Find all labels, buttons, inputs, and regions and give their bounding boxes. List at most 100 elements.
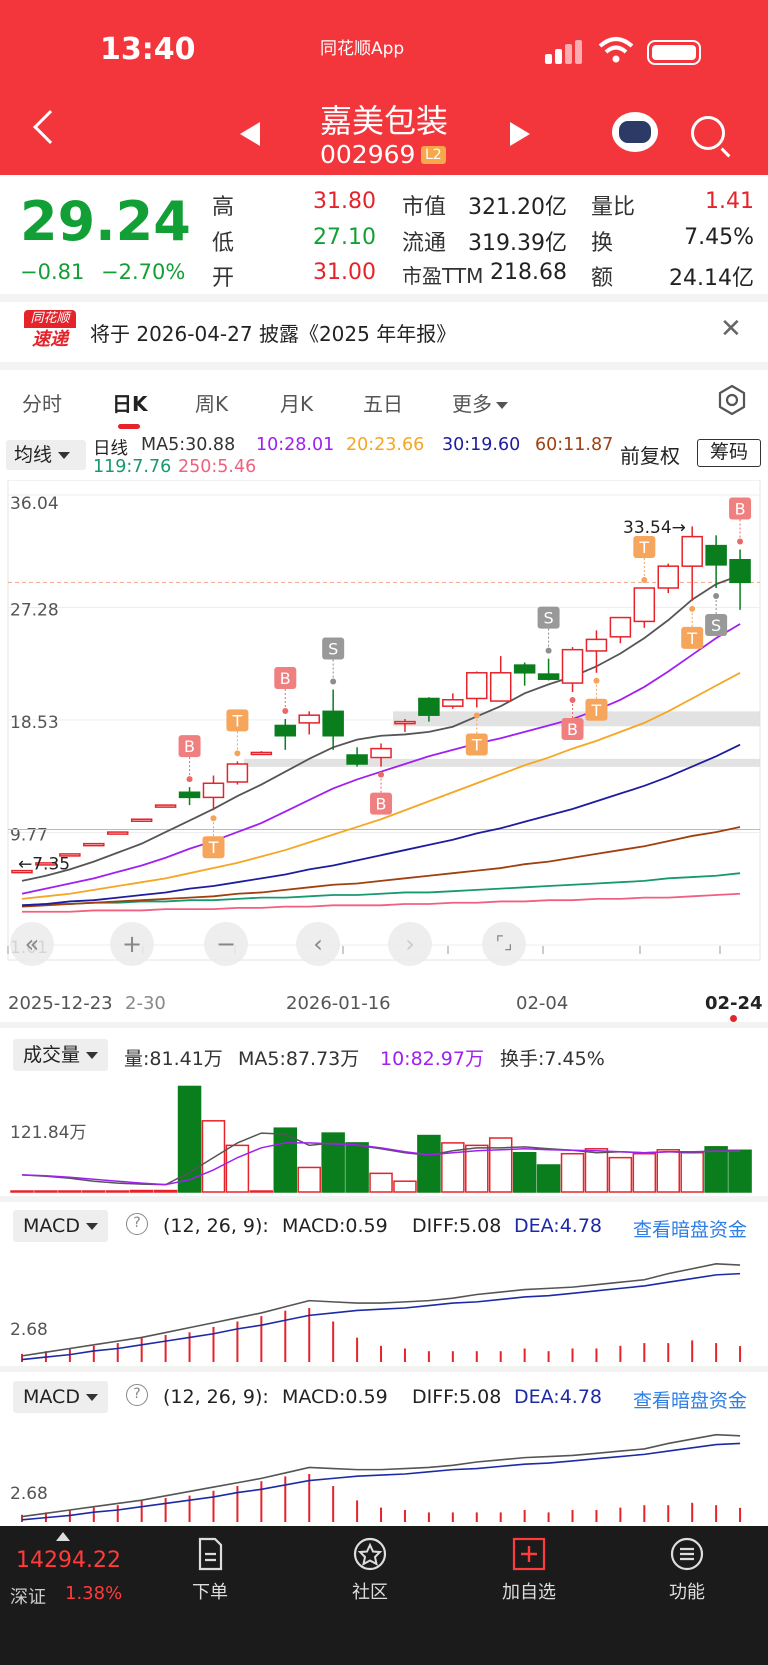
pe-label: 市盈TTM xyxy=(402,264,484,288)
dark-pool-link[interactable]: 查看暗盘资金 xyxy=(633,1390,748,1412)
change-percent: −2.70% xyxy=(101,260,186,284)
macd-params: (12, 26, 9): xyxy=(163,1215,269,1237)
volume-ma10: 10:82.97万 xyxy=(380,1048,484,1070)
candlestick-chart[interactable]: 36.0427.2818.539.771.01BTTBSBTSBTTTSB33.… xyxy=(0,480,768,985)
fullscreen-icon[interactable]: ⌜⌟ xyxy=(482,922,526,966)
next-stock-icon[interactable] xyxy=(510,122,530,146)
tab-intraday[interactable]: 分时 xyxy=(22,392,62,416)
x-tick: 2026-01-16 xyxy=(286,993,391,1014)
index-percent: 1.38% xyxy=(65,1583,123,1604)
volume-bar xyxy=(656,1149,681,1193)
turnover-label: 换 xyxy=(591,231,614,256)
signal-badge xyxy=(681,626,704,649)
x-tick: 02-24 xyxy=(705,993,763,1014)
macd-value: MACD:0.59 xyxy=(282,1215,388,1237)
add-icon xyxy=(512,1537,546,1571)
chips-button[interactable]: 筹码 xyxy=(697,439,761,467)
prev-stock-icon[interactable] xyxy=(240,122,260,146)
help-icon[interactable]: ? xyxy=(126,1213,148,1235)
signal-dot xyxy=(473,712,480,719)
volume-select[interactable]: 成交量 xyxy=(13,1039,109,1071)
high-annotation: 33.54→ xyxy=(623,518,686,538)
volume-bar xyxy=(201,1120,226,1193)
turnover-rate: 换手:7.45% xyxy=(500,1048,605,1070)
volratio-value: 1.41 xyxy=(705,189,754,214)
search-icon[interactable] xyxy=(691,116,725,150)
open-label: 开 xyxy=(212,266,235,291)
zoom-in-icon[interactable]: + xyxy=(110,922,154,966)
dea-value: DEA:4.78 xyxy=(514,1386,603,1408)
high-label: 高 xyxy=(212,195,235,220)
candle xyxy=(83,842,105,847)
nav-functions[interactable]: 功能 xyxy=(642,1536,732,1604)
menu-icon xyxy=(670,1537,704,1571)
active-tab-indicator xyxy=(118,424,140,429)
volume-bar xyxy=(704,1146,728,1193)
x-tick: 2025-12-23 xyxy=(8,993,113,1014)
volume-bar xyxy=(34,1190,58,1193)
chart-toolbar: « + − ‹ › ⌜⌟ xyxy=(0,920,768,970)
macd-select[interactable]: MACD xyxy=(13,1210,108,1242)
volume-bar xyxy=(608,1156,633,1193)
zoom-out-all-icon[interactable]: « xyxy=(10,922,54,966)
news-banner[interactable]: 同花顺 速递 将于 2026-04-27 披露《2025 年年报》 ✕ xyxy=(0,300,768,362)
news-text[interactable]: 将于 2026-04-27 披露《2025 年年报》 xyxy=(90,322,457,346)
signal-badge xyxy=(585,698,608,721)
macd-select[interactable]: MACD xyxy=(13,1381,108,1413)
signal-badge xyxy=(274,667,297,690)
scroll-right-icon[interactable]: › xyxy=(388,922,432,966)
tab-daily-k[interactable]: 日K xyxy=(112,392,148,416)
ma60-line xyxy=(21,826,741,908)
nav-community[interactable]: 社区 xyxy=(325,1536,415,1604)
signal-dot xyxy=(569,697,576,704)
candle xyxy=(418,697,440,716)
tab-more[interactable]: 更多 xyxy=(452,388,508,417)
close-icon[interactable]: ✕ xyxy=(720,314,742,344)
nav-order[interactable]: 下单 xyxy=(165,1536,255,1604)
chevron-down-icon xyxy=(496,402,508,409)
candle xyxy=(657,565,680,589)
signal-badge xyxy=(370,792,393,815)
candle xyxy=(346,754,368,765)
dark-pool-link[interactable]: 查看暗盘资金 xyxy=(633,1219,748,1241)
tab-monthly-k[interactable]: 月K xyxy=(280,392,314,416)
diff-value: DIFF:5.08 xyxy=(412,1386,502,1408)
signal-label: B xyxy=(280,669,291,688)
macd-params: (12, 26, 9): xyxy=(163,1386,269,1408)
indicator-select[interactable]: 均线 xyxy=(6,440,86,470)
adjust-mode[interactable]: 前复权 xyxy=(620,444,680,468)
mktcap-value: 321.20亿 xyxy=(468,195,567,220)
divider xyxy=(0,362,768,370)
l2-badge[interactable]: L2 xyxy=(421,146,446,164)
nav-add-watchlist[interactable]: 加自选 xyxy=(484,1536,574,1604)
tab-five-day[interactable]: 五日 xyxy=(363,392,403,416)
tab-weekly-k[interactable]: 周K xyxy=(195,392,229,416)
volume-ma10-line xyxy=(21,1142,741,1186)
volume-chart[interactable]: 121.84万 xyxy=(0,1076,768,1194)
zoom-out-icon[interactable]: − xyxy=(204,922,248,966)
robot-assistant-icon[interactable] xyxy=(612,112,658,152)
help-icon[interactable]: ? xyxy=(126,1384,148,1406)
volume-bar xyxy=(728,1149,752,1193)
scroll-left-icon[interactable]: ‹ xyxy=(296,922,340,966)
mktcap-label: 市值 xyxy=(402,195,447,220)
float-label: 流通 xyxy=(402,231,447,256)
volume-bar xyxy=(632,1152,657,1193)
macd-header: MACD ? (12, 26, 9): MACD:0.59 DIFF:5.08 … xyxy=(0,1378,768,1418)
ma30-line xyxy=(21,743,741,907)
chevron-down-icon xyxy=(85,1223,98,1230)
signal-badge xyxy=(226,709,249,732)
candle xyxy=(561,648,584,684)
candle xyxy=(394,720,416,725)
macd-chart[interactable]: 2.68 xyxy=(0,1418,768,1526)
settings-icon[interactable] xyxy=(716,384,748,416)
y-tick: 9.77 xyxy=(10,825,48,845)
signal-badge xyxy=(202,836,225,859)
macd-chart[interactable]: 2.68 xyxy=(0,1246,768,1366)
index-value[interactable]: 14294.22 xyxy=(16,1548,121,1573)
signal-badge xyxy=(537,606,560,629)
candle xyxy=(370,747,392,759)
x-tick: 2-30 xyxy=(125,993,166,1014)
y-tick: 2.68 xyxy=(10,1484,48,1504)
ma20-line xyxy=(21,671,741,900)
